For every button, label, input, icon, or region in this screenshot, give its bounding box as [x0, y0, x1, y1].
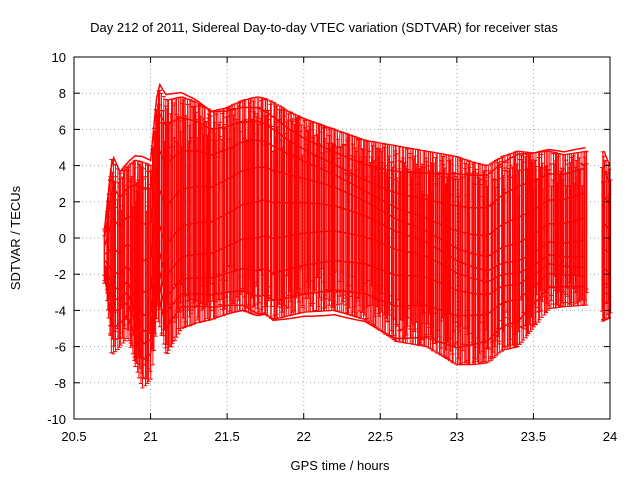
y-axis-label: SDTVAR / TECUs	[8, 185, 23, 290]
y-tick-label: -4	[54, 303, 66, 318]
series-trace	[603, 248, 611, 254]
y-tick-label: 6	[59, 122, 66, 137]
series-trace	[104, 166, 586, 262]
y-tick-labels: -10 -8 -6 -4 -2 0 2 4 6 8 10	[47, 50, 66, 427]
series-trace	[603, 268, 611, 273]
y-tick-label: -10	[47, 412, 66, 427]
series-trace	[103, 139, 586, 247]
series-trace	[603, 150, 611, 167]
series-trace	[603, 282, 611, 286]
series-trace	[103, 82, 586, 229]
series-trace	[603, 292, 611, 295]
y-tick-label: -8	[54, 376, 66, 391]
series-errorbars	[102, 82, 613, 389]
chart-title: Day 212 of 2011, Sidereal Day-to-day VTE…	[90, 20, 558, 35]
series-trace	[103, 270, 586, 345]
x-tick-label: 21	[143, 429, 157, 444]
series-trace	[603, 195, 611, 206]
y-tick-label: 0	[59, 231, 66, 246]
x-tick-label: 24	[603, 429, 617, 444]
x-tick-label: 22.5	[368, 429, 393, 444]
y-tick-label: 10	[52, 50, 66, 65]
x-tick-label: 21.5	[214, 429, 239, 444]
x-tick-label: 20.5	[61, 429, 86, 444]
x-tick-label: 22	[296, 429, 310, 444]
series-trace	[603, 301, 611, 304]
x-axis-label: GPS time / hours	[291, 458, 390, 473]
series-trace	[103, 230, 586, 317]
x-tick-label: 23.5	[521, 429, 546, 444]
series-trace	[103, 199, 586, 293]
series-trace	[103, 259, 586, 332]
series-trace	[103, 275, 586, 360]
y-tick-label: 2	[59, 195, 66, 210]
x-tick-label: 23	[450, 429, 464, 444]
series-trace	[603, 223, 611, 231]
series-trace	[103, 112, 586, 238]
x-tick-labels: 20.5 21 21.5 22 22.5 23 23.5 24	[61, 429, 617, 444]
y-tick-label: -2	[54, 267, 66, 282]
y-tick-label: -6	[54, 340, 66, 355]
y-tick-label: 8	[59, 86, 66, 101]
y-tick-label: 4	[59, 159, 66, 174]
series-trace	[603, 170, 611, 184]
axis-ticks	[73, 56, 611, 420]
